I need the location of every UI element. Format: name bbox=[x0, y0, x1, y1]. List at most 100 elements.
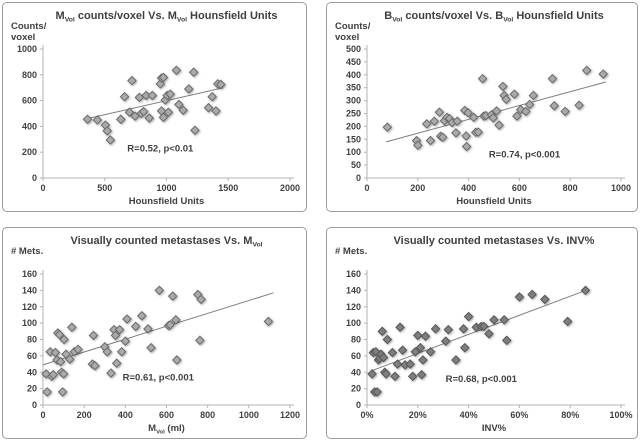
data-point bbox=[111, 358, 122, 369]
y-tick-label: 800 bbox=[22, 70, 37, 80]
data-point bbox=[102, 346, 113, 357]
x-tick-label: 200 bbox=[410, 183, 425, 193]
data-point bbox=[514, 292, 525, 302]
x-axis-label: MVol​ (ml) bbox=[148, 423, 185, 436]
data-point bbox=[263, 316, 274, 327]
x-tick-label: 2000 bbox=[280, 183, 300, 193]
chart-svg-bottom-right: Visually counted metastases Vs. INV% # Me… bbox=[335, 235, 633, 434]
data-point bbox=[114, 324, 125, 335]
y-tick-label: 100 bbox=[22, 318, 37, 328]
data-point bbox=[88, 330, 99, 341]
chart-panel-bvol-counts-vs-hu: BVol​ counts/voxel Vs. BVol​ Hounsfield … bbox=[326, 2, 638, 212]
data-point bbox=[165, 319, 176, 330]
x-tick-label: 600 bbox=[512, 183, 527, 193]
x-tick-label: 600 bbox=[159, 410, 174, 420]
y-axis-label: # Mets. bbox=[335, 246, 367, 257]
data-point bbox=[528, 90, 539, 101]
x-tick-label: 60% bbox=[510, 410, 528, 420]
data-point bbox=[106, 368, 116, 378]
y-tick-label: 1000 bbox=[17, 44, 37, 54]
y-axis-label: # Mets. bbox=[11, 246, 43, 257]
data-point bbox=[146, 342, 156, 353]
data-point bbox=[163, 107, 174, 118]
data-point bbox=[115, 114, 126, 125]
data-point bbox=[165, 89, 176, 99]
data-point bbox=[524, 99, 535, 110]
y-tick-label: 160 bbox=[22, 269, 37, 279]
data-point bbox=[468, 112, 479, 123]
x-tick-label: 400 bbox=[461, 183, 476, 193]
data-point bbox=[463, 107, 473, 118]
x-tick-label: 800 bbox=[200, 410, 215, 420]
data-point bbox=[382, 122, 393, 132]
data-point bbox=[412, 140, 423, 151]
y-axis-label: Counts/ bbox=[11, 21, 47, 32]
x-tick-label: 20% bbox=[409, 410, 427, 420]
data-point bbox=[67, 322, 77, 333]
y-tick-label: 60 bbox=[27, 351, 37, 361]
chart-title: Visually counted metastases Vs. INV% bbox=[394, 235, 595, 247]
data-point bbox=[378, 352, 389, 363]
y-tick-label: 250 bbox=[346, 109, 361, 119]
data-point bbox=[144, 113, 155, 123]
trend-line bbox=[42, 292, 274, 366]
x-tick-label: 1500 bbox=[218, 183, 238, 193]
scatter-markers bbox=[82, 65, 226, 145]
y-axis-label: Counts/ bbox=[335, 21, 371, 32]
data-point bbox=[461, 141, 472, 152]
data-point bbox=[387, 347, 398, 358]
data-point bbox=[381, 369, 391, 379]
data-point bbox=[479, 321, 489, 332]
x-tick-label: 100% bbox=[609, 410, 632, 420]
data-point bbox=[418, 355, 428, 365]
y-tick-label: 120 bbox=[346, 302, 361, 312]
data-point bbox=[549, 100, 560, 111]
data-point bbox=[178, 105, 188, 116]
data-point bbox=[452, 116, 462, 127]
x-axis-label: Hounsfield Units bbox=[129, 196, 204, 207]
data-point bbox=[195, 335, 205, 346]
data-point bbox=[183, 84, 194, 94]
y-tick-label: 20 bbox=[27, 384, 37, 394]
x-axis-label: INV% bbox=[482, 423, 507, 434]
y-tick-label: 200 bbox=[22, 147, 37, 157]
data-point bbox=[377, 326, 388, 337]
y-tick-label: 80 bbox=[351, 335, 361, 345]
data-point bbox=[59, 334, 69, 345]
data-point bbox=[415, 342, 426, 353]
data-point bbox=[416, 369, 427, 380]
data-point bbox=[429, 116, 440, 127]
data-point bbox=[42, 387, 52, 397]
data-point bbox=[127, 75, 137, 86]
x-tick-label: 400 bbox=[118, 410, 133, 420]
correlation-annotation: R=0.61, p<0.001 bbox=[123, 372, 195, 383]
data-point bbox=[102, 126, 113, 136]
data-point bbox=[105, 135, 116, 145]
data-point bbox=[58, 369, 69, 379]
data-point bbox=[560, 106, 570, 117]
data-point bbox=[459, 342, 470, 353]
x-tick-label: 0% bbox=[360, 410, 373, 420]
data-point bbox=[520, 106, 531, 117]
y-tick-label: 160 bbox=[346, 269, 361, 279]
data-point bbox=[501, 335, 512, 346]
data-point bbox=[167, 291, 178, 301]
data-point bbox=[397, 345, 408, 355]
data-point bbox=[437, 132, 448, 143]
data-point bbox=[48, 369, 59, 380]
data-point bbox=[50, 347, 61, 358]
x-tick-label: 40% bbox=[460, 410, 478, 420]
chart-panel-mvol-counts-vs-hu: MVol​ counts/voxel Vs. MVol​ Hounsfield … bbox=[2, 2, 307, 212]
data-point bbox=[463, 311, 474, 322]
x-tick-label: 80% bbox=[561, 410, 579, 420]
scatter-markers bbox=[382, 65, 609, 152]
data-point bbox=[420, 331, 431, 342]
x-tick-label: 1000 bbox=[611, 183, 631, 193]
x-tick-label: 0 bbox=[364, 183, 369, 193]
data-point bbox=[484, 328, 494, 339]
data-point bbox=[512, 111, 522, 121]
scatter-markers bbox=[367, 285, 591, 397]
y-tick-label: 40 bbox=[351, 367, 361, 377]
data-point bbox=[216, 79, 226, 90]
data-point bbox=[382, 334, 393, 345]
